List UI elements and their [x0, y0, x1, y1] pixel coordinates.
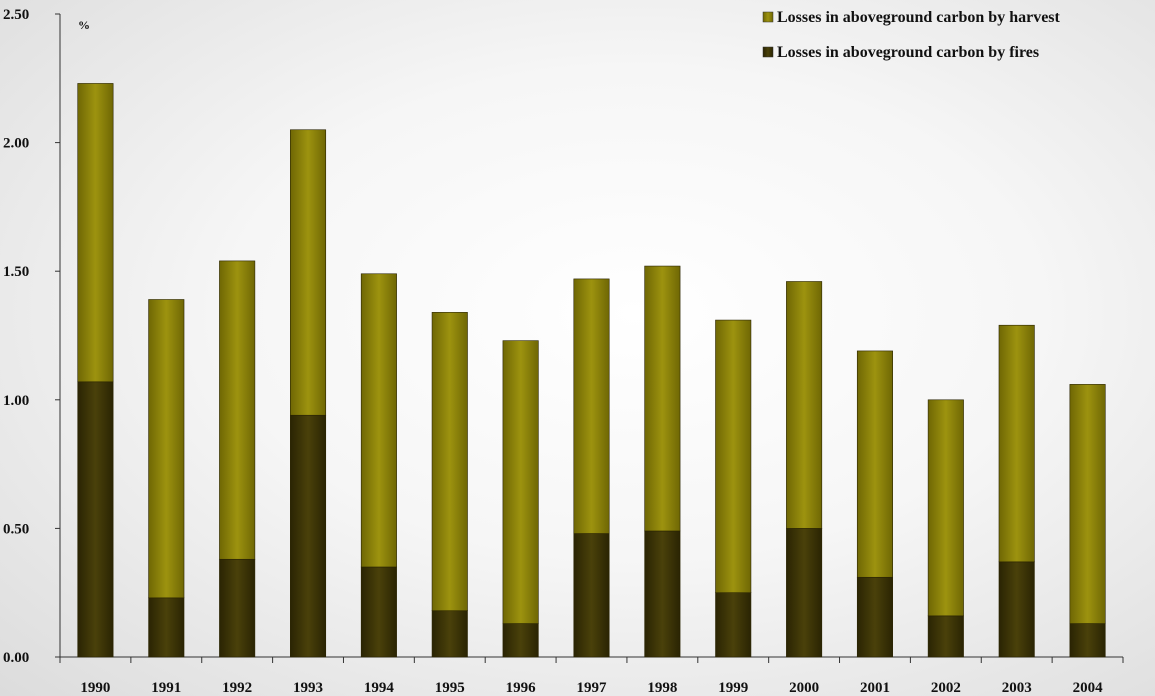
bar-harvest-1993: [290, 129, 327, 416]
bar-harvest-1990: [77, 83, 114, 383]
x-tick-label: 1996: [506, 680, 537, 696]
x-tick-label: 2002: [931, 680, 961, 696]
bar-harvest-1996: [502, 340, 539, 624]
y-tick-label: 2.00: [3, 136, 29, 152]
bar-fires-2000: [786, 528, 823, 658]
bar-harvest-1995: [431, 312, 468, 612]
bar-fires-2003: [998, 561, 1035, 658]
bar-fires-1997: [573, 533, 610, 658]
bar-harvest-2002: [927, 399, 964, 617]
y-axis-unit-label: %: [78, 18, 90, 32]
bar-fires-1994: [360, 566, 397, 658]
bar-fires-1991: [148, 597, 185, 658]
bar-fires-1998: [644, 530, 681, 658]
y-axis-ticks: 0.00 0.50 1.00 1.50 2.00 2.50: [3, 7, 60, 666]
y-tick-label: 0.00: [3, 650, 29, 666]
bar-fires-2002: [927, 615, 964, 658]
x-tick-label: 2003: [1002, 680, 1032, 696]
bar-fires-2001: [856, 576, 893, 658]
legend-swatch-harvest: [762, 11, 774, 23]
bar-harvest-2000: [786, 281, 823, 529]
x-axis-ticks: 1990 1991 1992 1993 1994 1995 1996 1997 1998 1999…: [59, 657, 1124, 696]
legend-label-harvest: Losses in aboveground carbon by harvest: [777, 9, 1061, 26]
x-tick-label: 1991: [151, 680, 181, 696]
y-tick-label: 1.50: [3, 264, 29, 280]
bar-harvest-1997: [573, 278, 610, 534]
legend-swatch-fires: [762, 46, 774, 58]
bar-fires-1999: [715, 592, 752, 658]
x-tick-label: 2001: [860, 680, 890, 696]
bar-harvest-1992: [219, 260, 256, 560]
x-tick-label: 1995: [435, 680, 465, 696]
bar-harvest-1998: [644, 265, 681, 532]
bar-harvest-2003: [998, 324, 1035, 563]
bar-fires-1995: [431, 610, 468, 658]
y-tick-label: 2.50: [3, 7, 29, 23]
x-tick-label: 2000: [789, 680, 819, 696]
legend-label-fires: Losses in aboveground carbon by fires: [777, 44, 1039, 61]
legend: Losses in aboveground carbon by harvest …: [762, 9, 1061, 61]
y-tick-label: 1.00: [3, 393, 29, 409]
bar-harvest-2004: [1069, 384, 1106, 624]
bars-group: [77, 83, 1106, 658]
bar-fires-1992: [219, 558, 256, 658]
legend-item-harvest: Losses in aboveground carbon by harvest: [762, 9, 1061, 26]
bar-harvest-2001: [856, 350, 893, 578]
x-tick-label: 1993: [293, 680, 323, 696]
y-tick-label: 0.50: [3, 521, 29, 537]
bar-harvest-1999: [715, 319, 752, 593]
bar-fires-1993: [290, 414, 327, 658]
x-tick-label: 1998: [647, 680, 677, 696]
x-tick-label: 1992: [222, 680, 252, 696]
bar-fires-1996: [502, 623, 539, 658]
x-tick-label: 1997: [577, 680, 608, 696]
bar-fires-2004: [1069, 623, 1106, 658]
bar-harvest-1991: [148, 299, 185, 599]
bar-harvest-1994: [360, 273, 397, 568]
legend-item-fires: Losses in aboveground carbon by fires: [762, 44, 1039, 61]
bar-fires-1990: [77, 381, 114, 658]
x-tick-label: 1990: [80, 680, 110, 696]
x-tick-label: 2004: [1073, 680, 1104, 696]
x-tick-label: 1999: [718, 680, 748, 696]
x-tick-label: 1994: [364, 680, 395, 696]
